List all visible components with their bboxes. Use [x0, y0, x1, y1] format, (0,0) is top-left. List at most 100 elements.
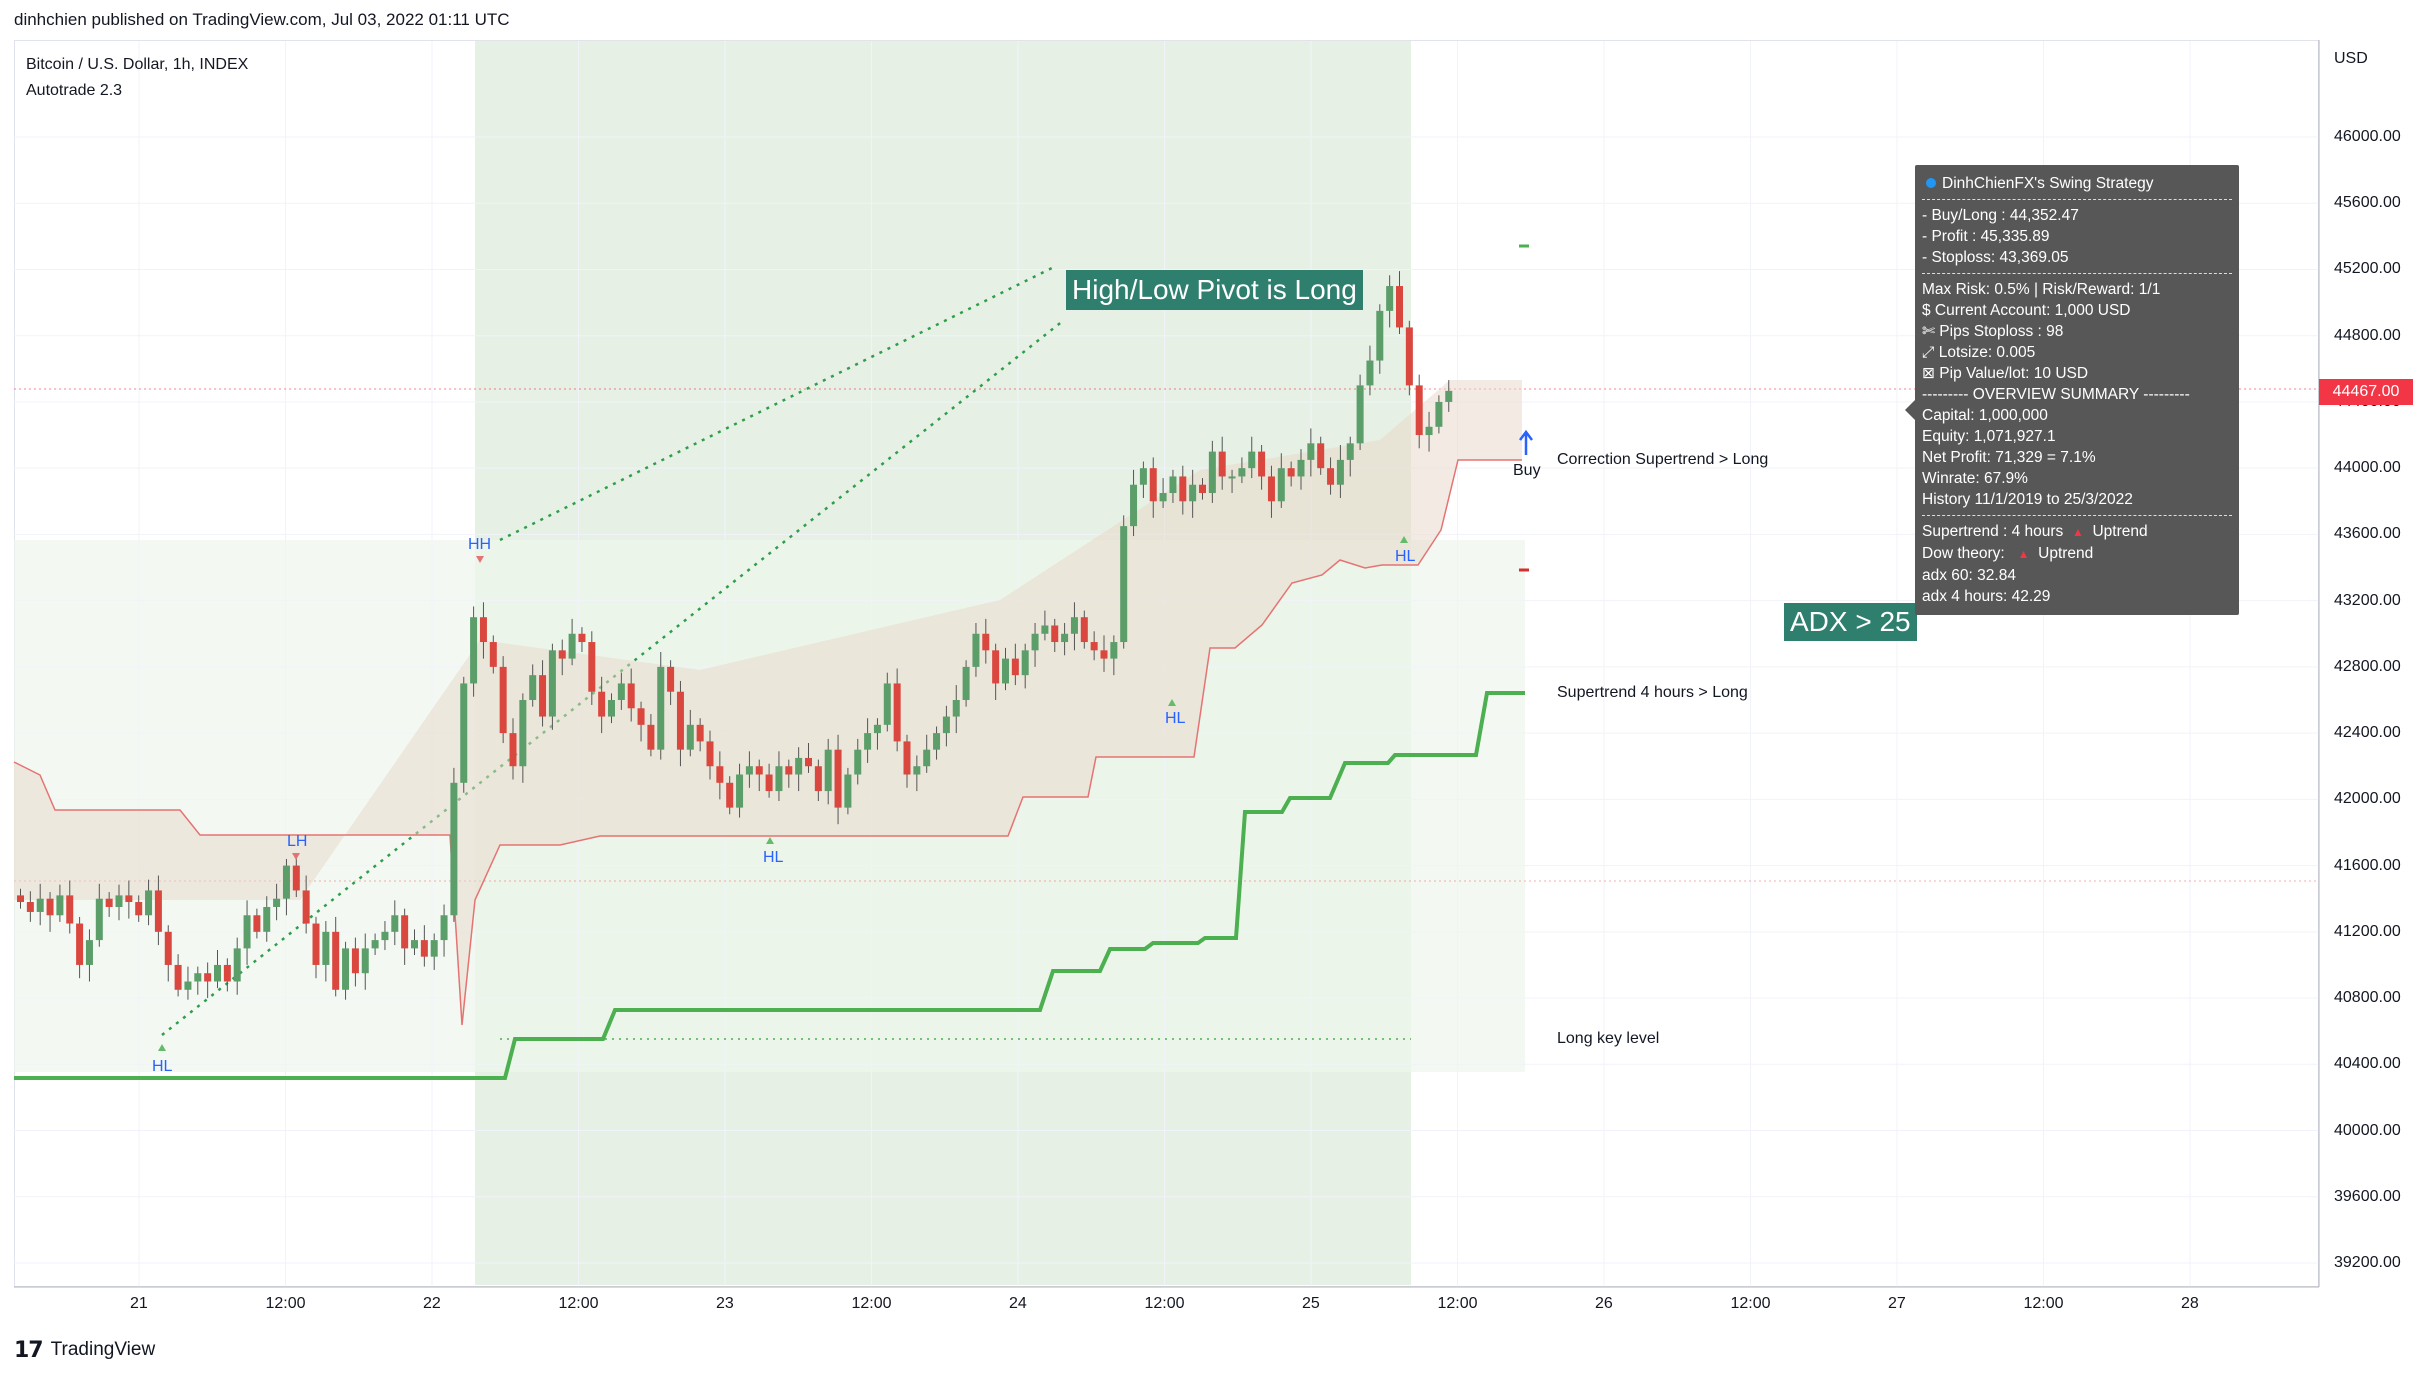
y-tick-label: 43200.00 — [2334, 591, 2401, 609]
pivot-label-hl: HL — [763, 849, 784, 866]
candle-body — [233, 948, 241, 982]
candle-body — [371, 940, 379, 949]
candle-body — [627, 683, 635, 709]
candle-body — [450, 782, 458, 916]
candle-body — [292, 865, 300, 891]
candle-body — [903, 741, 911, 775]
candle-body — [1061, 633, 1069, 643]
adx-banner: ADX > 25 — [1784, 603, 1917, 641]
candle-body — [243, 915, 251, 949]
candle-body — [1405, 327, 1413, 386]
candle-body — [726, 782, 734, 808]
candle-body — [1120, 526, 1128, 643]
x-tick-label: 12:00 — [1144, 1295, 1185, 1312]
dow-label: Dow theory: — [1922, 545, 2005, 562]
pivot-triangle-icon — [158, 1044, 166, 1051]
candle-body — [854, 749, 862, 775]
candle-body — [844, 774, 852, 808]
pivot-triangle-icon — [1168, 699, 1176, 706]
candle-body — [864, 733, 872, 750]
y-tick-label: 42800.00 — [2334, 657, 2401, 675]
candle-body — [578, 633, 586, 643]
buy-label: Buy — [1513, 462, 1541, 479]
candle-body — [263, 906, 271, 932]
x-tick-label: 12:00 — [265, 1295, 306, 1312]
triangle-up-icon: ▲ — [2071, 525, 2084, 539]
candle-body — [1031, 633, 1039, 651]
x-tick-label: 28 — [2181, 1295, 2199, 1312]
info-panel-pointer — [1905, 400, 1915, 420]
candle-body — [1149, 468, 1157, 502]
candle-body — [873, 724, 881, 734]
x-tick-label: 21 — [130, 1295, 148, 1312]
capital: Capital: 1,000,000 — [1922, 407, 2048, 424]
candle-body — [716, 766, 724, 783]
candle-body — [460, 683, 468, 783]
candle-body — [1327, 468, 1335, 485]
candle-body — [76, 923, 84, 965]
candle-body — [676, 691, 684, 750]
candle-body — [1277, 468, 1285, 502]
candle-body — [913, 766, 921, 775]
candle-body — [1189, 484, 1197, 502]
correction-fill — [14, 380, 1522, 1025]
pivot-label-lh: LH — [287, 833, 308, 850]
candle-body — [1386, 286, 1394, 311]
candle-body — [204, 973, 212, 982]
tradingview-logo-icon: 𝟭𝟳 — [14, 1337, 44, 1362]
candle-body — [342, 948, 350, 990]
y-tick-label: 42400.00 — [2334, 724, 2401, 742]
candle-body — [145, 890, 153, 916]
candle-body — [667, 666, 675, 692]
candle-body — [322, 931, 330, 965]
y-axis-currency[interactable]: USD — [2334, 50, 2368, 67]
symbol-name[interactable]: Bitcoin / U.S. Dollar, 1h, INDEX — [26, 56, 249, 73]
candle-body — [105, 898, 113, 907]
stoploss-value: - Stoploss: 43,369.05 — [1922, 249, 2069, 266]
candle-body — [401, 915, 409, 949]
x-tick-label: 12:00 — [1437, 1295, 1478, 1312]
candle-body — [558, 650, 566, 659]
candle-body — [312, 923, 320, 965]
candle-body — [479, 617, 487, 643]
candle-body — [95, 898, 103, 941]
candle-body — [637, 708, 645, 725]
net-profit: Net Profit: 71,329 = 7.1% — [1922, 449, 2096, 466]
correction-supertrend-area — [13, 380, 1522, 1026]
y-tick-label: 40400.00 — [2334, 1055, 2401, 1073]
candle-body — [1267, 476, 1275, 502]
candle-body — [962, 666, 970, 700]
buy-arrow-icon — [1519, 429, 1533, 455]
candle-body — [154, 890, 162, 932]
candle-body — [1100, 650, 1108, 659]
candle-body — [608, 700, 615, 717]
candlestick-series[interactable] — [17, 271, 1453, 1000]
pivot-label-hh: HH — [468, 536, 492, 553]
candle-body — [440, 915, 448, 941]
indicator-name[interactable]: Autotrade 2.3 — [26, 82, 123, 99]
candle-body — [1110, 642, 1118, 659]
candle-body — [1425, 426, 1433, 436]
y-tick-label: 39200.00 — [2334, 1254, 2401, 1271]
candle-body — [1317, 443, 1325, 469]
candle-body — [282, 865, 290, 899]
max-risk: Max Risk: 0.5% | Risk/Reward: 1/1 — [1922, 281, 2161, 298]
x-tick-label: 12:00 — [1730, 1295, 1771, 1312]
panel-title: DinhChienFX's Swing Strategy — [1942, 175, 2154, 192]
candle-body — [519, 700, 527, 767]
y-tick-label: 39600.00 — [2334, 1187, 2401, 1205]
candle-body — [1307, 443, 1315, 460]
candle-body — [805, 757, 812, 767]
footer-brand[interactable]: 𝟭𝟳 TradingView — [14, 1337, 155, 1363]
candle-body — [470, 617, 478, 684]
candle-body — [736, 774, 744, 808]
candle-body — [529, 675, 537, 700]
candle-body — [1228, 476, 1236, 479]
candle-body — [952, 700, 960, 717]
supertrend-4h-line — [14, 691, 1525, 1080]
candle-body — [1445, 390, 1453, 402]
candle-body — [1218, 451, 1226, 477]
pivot-line-upper — [499, 266, 1053, 542]
last-price-tag: 44467.00 — [2319, 379, 2413, 405]
